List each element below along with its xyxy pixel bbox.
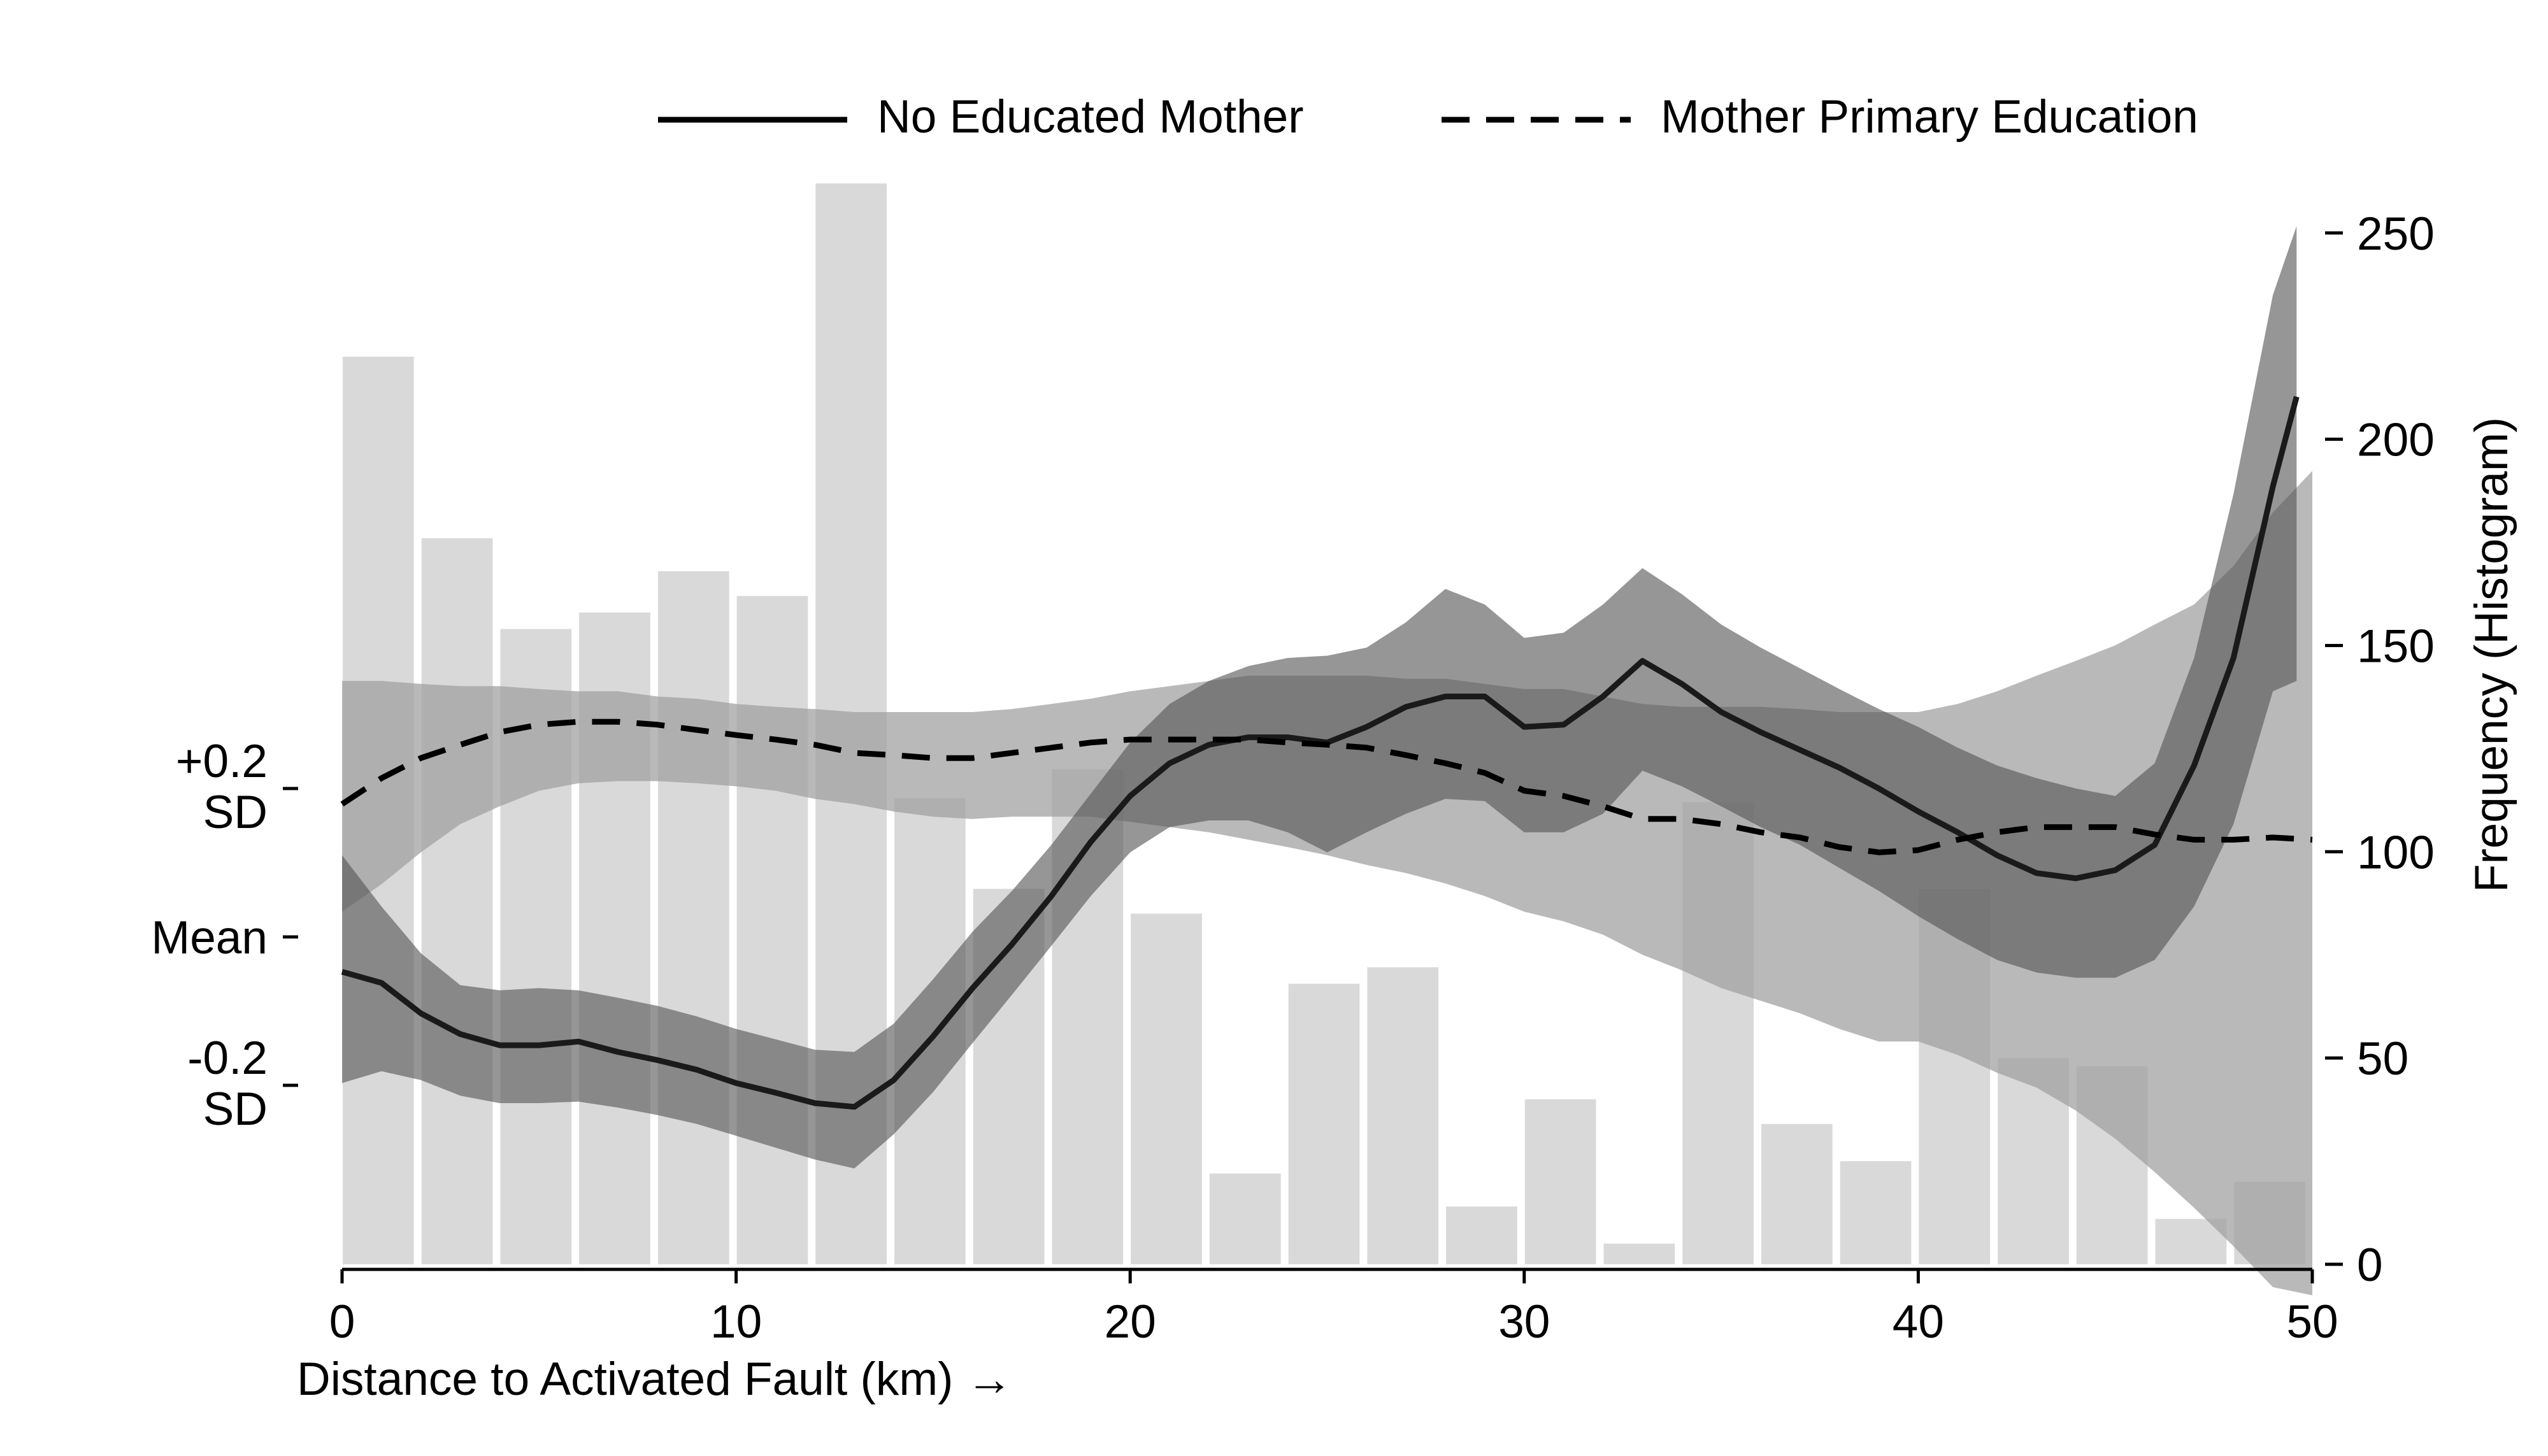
y-left-tick-label: SD — [203, 1083, 268, 1135]
legend-label-no-educated-mother: No Educated Mother — [877, 91, 1304, 143]
x-axis-title: Distance to Activated Fault (km) → — [297, 1353, 1013, 1405]
y-right-axis-title: Frequency (Histogram) — [2466, 417, 2517, 892]
histogram-bar — [421, 538, 493, 1264]
y-right-tick-label: 200 — [2357, 415, 2435, 466]
y-right-tick-label: 250 — [2357, 208, 2435, 260]
histogram-bar — [1761, 1124, 1833, 1264]
confidence-bands — [342, 225, 2312, 1295]
y-right-tick-label: 0 — [2357, 1239, 2383, 1291]
ci-band-no-educated-mother — [342, 225, 2297, 1169]
x-tick-label: 20 — [1105, 1296, 1156, 1348]
histogram-bar — [1288, 983, 1360, 1264]
histogram-bar — [1367, 967, 1439, 1264]
histogram-bar — [1131, 913, 1202, 1264]
histogram-bar — [736, 596, 808, 1264]
y-left-tick-label: +0.2 — [176, 736, 268, 787]
y-right-tick-label: 100 — [2357, 827, 2435, 878]
x-axis: 0 10 20 30 40 50 — [329, 1267, 2338, 1348]
y-left-tick-label: Mean — [151, 912, 268, 964]
x-tick-label: 30 — [1498, 1296, 1550, 1348]
x-tick-label: 10 — [710, 1296, 762, 1348]
histogram-bar — [657, 571, 729, 1264]
x-tick-label: 0 — [329, 1296, 355, 1348]
legend: No Educated Mother Mother Primary Educat… — [658, 91, 2198, 143]
y-right-tick-label: 150 — [2357, 620, 2435, 672]
series-lines — [340, 396, 2313, 1110]
histogram-bar — [1840, 1161, 1912, 1264]
y-left-tick-label: -0.2 — [187, 1032, 268, 1084]
histogram-bar — [1446, 1206, 1517, 1264]
legend-label-mother-primary-education: Mother Primary Education — [1661, 91, 2198, 143]
y-right-tick-label: 50 — [2357, 1033, 2408, 1085]
x-tick-label: 50 — [2286, 1296, 2338, 1348]
histogram-bar — [1209, 1173, 1281, 1264]
line-mother-primary-education — [340, 718, 2313, 855]
histogram-bar — [1603, 1243, 1675, 1264]
y-left-tick-label: SD — [203, 787, 268, 838]
x-tick-label: 40 — [1893, 1296, 1944, 1348]
histogram-bar — [1524, 1099, 1596, 1264]
y-right-axis: 0 50 100 150 200 250 — [2325, 208, 2435, 1291]
